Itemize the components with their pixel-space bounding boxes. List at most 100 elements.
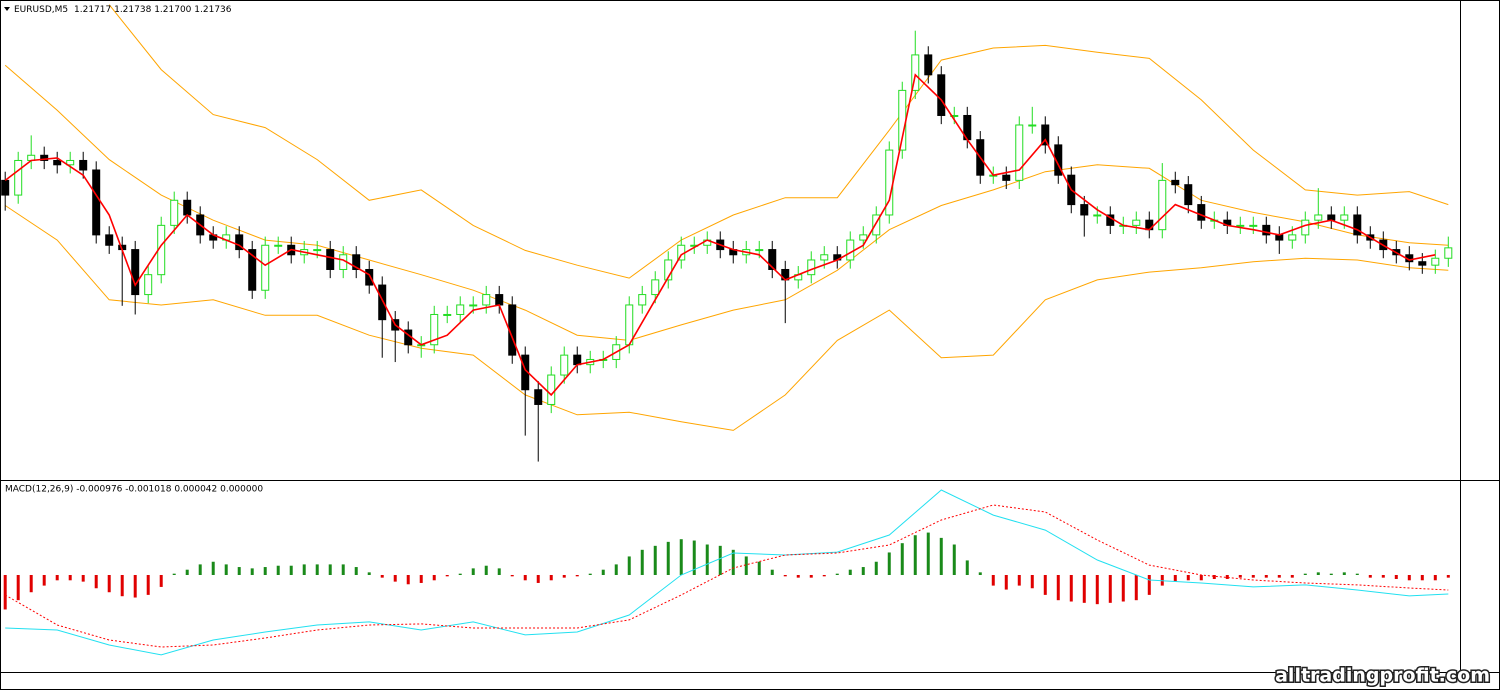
histogram-bar (289, 565, 293, 575)
candle-body (274, 244, 283, 247)
histogram-bar (120, 575, 124, 597)
histogram-bar (536, 575, 540, 583)
histogram-bar (224, 564, 228, 575)
histogram-bar (1277, 575, 1281, 578)
candle-body (261, 244, 270, 291)
candle-body (40, 154, 49, 161)
histogram-bar (68, 575, 72, 581)
histogram-bar (900, 543, 904, 575)
histogram-bar (874, 561, 878, 575)
histogram-bar (861, 567, 865, 575)
candle-body (547, 374, 556, 405)
histogram-bar (627, 556, 631, 575)
histogram-bar (1004, 575, 1008, 590)
histogram-bar (978, 572, 982, 575)
histogram-bar (653, 545, 657, 575)
candle-body (430, 313, 439, 346)
candle-body (170, 199, 179, 226)
histogram-bar (107, 575, 111, 593)
histogram-bar (835, 573, 839, 575)
histogram-bar (237, 567, 241, 575)
histogram-bar (666, 541, 670, 575)
histogram-bar (432, 575, 436, 581)
line-series (4, 504, 1449, 648)
histogram-bar (848, 569, 852, 575)
histogram-bar (419, 575, 423, 583)
candle-body (1132, 219, 1141, 226)
candle-body (820, 254, 829, 261)
histogram-bar (809, 575, 813, 578)
candle-body (183, 199, 192, 216)
candle-body (92, 169, 101, 236)
histogram-bar (1316, 572, 1320, 575)
histogram-bar (1108, 575, 1112, 603)
histogram-bar (783, 575, 787, 577)
candle-body (313, 249, 322, 252)
menu-arrow[interactable] (4, 7, 10, 11)
candle-body (768, 249, 777, 270)
candle-body (755, 249, 764, 252)
macd-header: MACD(12,26,9) -0.000976 -0.001018 0.0000… (5, 485, 263, 495)
histogram-bar (588, 573, 592, 575)
histogram-bar (1251, 575, 1255, 578)
marks-layer (1, 4, 1453, 656)
histogram-bar (1186, 575, 1190, 581)
candle-body (1197, 204, 1206, 221)
symbol: EURUSD,M5 (14, 5, 68, 15)
candle-body (1054, 144, 1063, 176)
candle-body (456, 304, 465, 315)
candle-body (1080, 204, 1089, 216)
candle-body (1431, 257, 1440, 266)
candle-body (495, 294, 504, 306)
histogram-bar (939, 537, 943, 575)
candle-body (1444, 247, 1453, 259)
candle-body (1340, 214, 1349, 221)
histogram-bar (354, 567, 358, 575)
histogram-bar (510, 575, 514, 577)
histogram-bar (679, 539, 683, 575)
histogram-bar (1420, 575, 1424, 581)
candle-body (248, 249, 257, 291)
candle-body (534, 389, 543, 405)
candle-body (1301, 219, 1310, 236)
histogram-bar (614, 564, 618, 575)
histogram-bar (640, 549, 644, 575)
histogram-bar (484, 565, 488, 575)
histogram-bar (159, 575, 163, 587)
line-series (4, 73, 1436, 397)
histogram-bar (692, 540, 696, 575)
histogram-bar (523, 575, 527, 581)
candle-body (131, 249, 140, 296)
candle-body (14, 159, 23, 196)
histogram-bar (1121, 575, 1125, 602)
histogram-bar (211, 561, 215, 575)
histogram-bar (94, 575, 98, 589)
histogram-bar (770, 569, 774, 575)
candle-body (651, 279, 660, 296)
histogram-bar (81, 575, 85, 582)
histogram-bar (198, 564, 202, 575)
candle-body (1288, 234, 1297, 241)
histogram-bar (315, 564, 319, 575)
histogram-bar (250, 568, 254, 575)
candle-body (1158, 179, 1167, 231)
histogram-bar (744, 556, 748, 575)
candle-body (482, 294, 491, 306)
histogram-bar (757, 561, 761, 575)
candle-body (1028, 124, 1037, 127)
histogram-bar (1446, 575, 1450, 578)
candle-body (1314, 214, 1323, 221)
candle-body (638, 294, 647, 306)
histogram-bar (1407, 575, 1411, 581)
histogram-bar (406, 575, 410, 585)
histogram-bar (1095, 575, 1099, 605)
watermark: alltradingprofit.com (1275, 665, 1490, 687)
candle-body (846, 239, 855, 261)
quote-low: 1.21700 (154, 5, 191, 15)
histogram-bar (1030, 575, 1034, 589)
text-layer: EURUSD,M5 1.21717 1.21738 1.21700 1.2173… (4, 5, 263, 495)
quote-open: 1.21717 (74, 5, 111, 15)
histogram-bar (562, 575, 566, 578)
histogram-bar (172, 573, 176, 575)
candle-body (79, 159, 88, 171)
